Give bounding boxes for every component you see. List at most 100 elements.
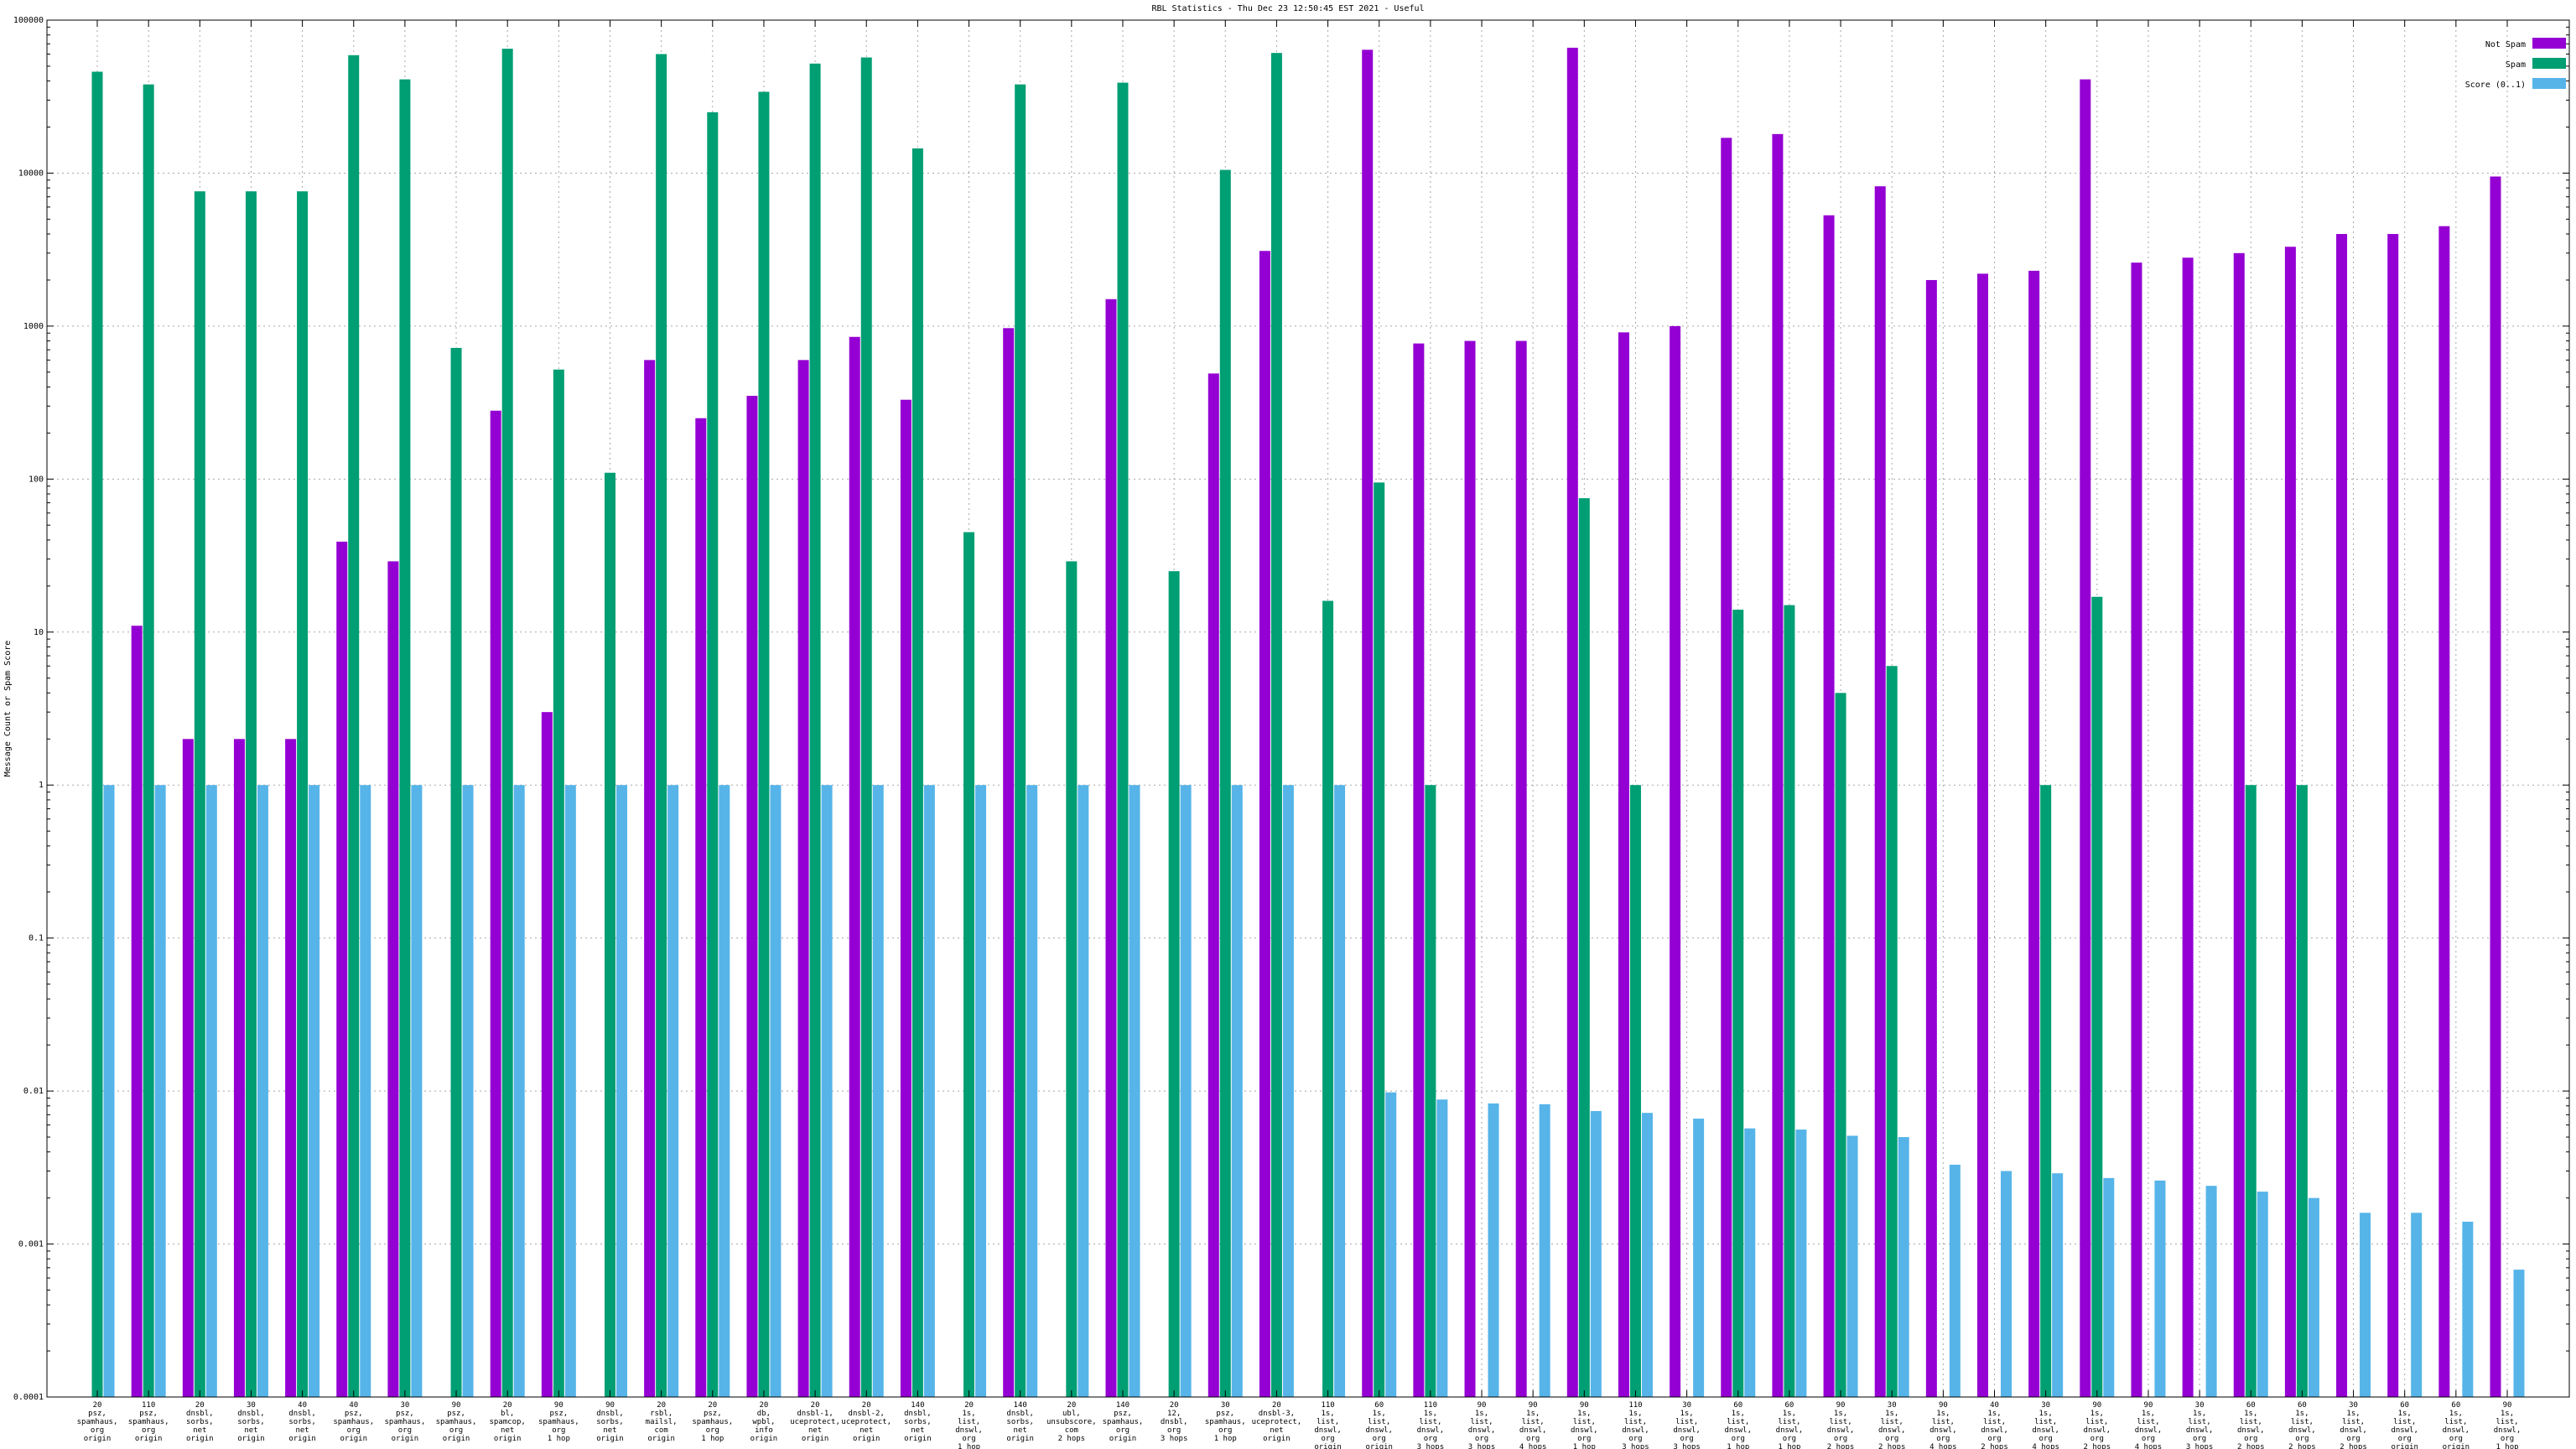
bar-spam [1015,84,1026,1398]
bar-not-spam [849,336,860,1398]
x-tick-label: 90 1s, list, dnswl, org 3 hops [1468,1401,1496,1449]
x-tick-label-line: list, [2085,1418,2108,1426]
bar-score-0-1 [2103,1177,2115,1397]
bar-not-spam [1105,299,1117,1398]
x-tick-label-line: 90 [1529,1401,1538,1410]
bar-spam [1066,561,1078,1397]
bar-score-0-1 [1898,1137,1909,1397]
y-tick-label: 10 [34,628,44,637]
bar-not-spam [182,739,194,1397]
bar-score-0-1 [719,785,730,1397]
x-tick-label-line: 1s, [1732,1410,1745,1418]
x-tick-label: 90 1s, list, dnswl, org 2 hops [2084,1401,2111,1449]
bar-spam [1629,785,1641,1397]
x-tick-label-line: list, [1317,1418,1339,1426]
x-tick-label-line: 1s, [1628,1410,1642,1418]
x-tick-label-line: rsbl, [650,1410,673,1418]
x-tick-label-line: 20 [862,1401,871,1410]
x-tick-label-line: 90 [1836,1401,1846,1410]
x-tick-label-line: list, [1727,1418,1749,1426]
x-tick-label: 30 1s, list, dnswl, org 3 hops [1673,1401,1701,1449]
x-tick-label-line: org [1167,1426,1181,1435]
x-tick-label: 20 psz, spamhaus, org origin [77,1401,118,1443]
bar-not-spam [1464,340,1476,1397]
x-tick-label-line: org [1373,1435,1386,1443]
bar-not-spam [1772,133,1784,1398]
x-tick-label-line: origin [2391,1443,2418,1449]
x-tick-label-line: dnswl, [1827,1426,1855,1435]
bar-score-0-1 [1488,1103,1499,1397]
x-tick-label-line: 1 hop [2496,1443,2518,1449]
x-tick-label-line: 90 [2144,1401,2153,1410]
x-tick-label-line: net [860,1426,873,1435]
x-tick-label-line: org [142,1426,155,1435]
x-tick-label-line: dnswl, [2391,1426,2418,1435]
bar-spam [348,55,360,1398]
x-tick-label-line: org [1783,1435,1796,1443]
bar-spam [143,84,154,1398]
x-tick-label-line: 30 [1221,1401,1230,1410]
x-tick-label-line: dnsbl-1, [797,1410,833,1418]
bar-score-0-1 [411,785,423,1397]
x-tick-label-line: list, [2393,1418,2416,1426]
x-tick-label-line: dnswl, [1776,1426,1804,1435]
x-tick-label-line: org [1680,1435,1693,1443]
bar-not-spam [1259,251,1270,1397]
x-tick-label: 30 dnsbl, sorbs, net origin [237,1401,265,1443]
legend-swatch [2532,58,2566,69]
x-tick-label-line: 1 hop [1778,1443,1800,1449]
bar-not-spam [2182,257,2194,1398]
x-tick-label-line: 1s, [1936,1410,1950,1418]
x-tick-label-line: list, [2291,1418,2314,1426]
bar-not-spam [1413,343,1425,1397]
x-tick-label-line: org [1628,1435,1642,1443]
x-tick-label-line: origin [1365,1443,1393,1449]
x-tick-label-line: origin [853,1435,880,1443]
y-tick-label: 100 [29,475,44,484]
legend-swatch [2532,38,2566,49]
y-tick-label: 0.1 [29,934,44,943]
x-tick-label-line: 1s, [2193,1410,2206,1418]
x-tick-label: 90 dnsbl, sorbs, net origin [596,1401,624,1443]
bar-not-spam [746,396,758,1397]
bar-not-spam [131,626,143,1397]
x-tick-label-line: list, [1368,1418,1390,1426]
x-tick-label-line: list, [1573,1418,1596,1426]
x-tick-label-line: 140 [1116,1401,1130,1410]
bar-spam [553,369,564,1397]
x-tick-label-line: org [1577,1435,1591,1443]
bar-not-spam [387,561,399,1397]
x-tick-label-line: 4 hops [1929,1443,1957,1449]
x-tick-label-line: origin [904,1435,932,1443]
x-tick-label-line: 3 hops [1161,1435,1188,1443]
x-tick-label: 20 bl, spamcop, net origin [490,1401,526,1443]
x-tick-label-line: list, [1830,1418,1852,1426]
x-tick-label-line: 60 [2298,1401,2307,1410]
x-tick-label-line: 1s, [2346,1410,2360,1418]
x-tick-label-line: 1s, [1321,1410,1334,1418]
bar-score-0-1 [309,785,320,1397]
x-tick-label-line: wpbl, [752,1418,775,1426]
bar-spam [1886,666,1898,1397]
x-tick-label-line: spamhaus, [1205,1418,1246,1426]
x-tick-label-line: mailsl, [646,1418,678,1426]
legend-swatch [2532,78,2566,89]
x-tick-label: 60 1s, list, dnswl, org 1 hop [1725,1401,1753,1449]
x-tick-label-line: dnswl, [2288,1426,2316,1435]
x-tick-label-line: uceprotect, [1252,1418,1302,1426]
bar-not-spam [285,739,297,1397]
x-tick-label-line: origin [340,1435,367,1443]
x-tick-label-line: dnswl, [2443,1426,2470,1435]
bar-not-spam [1977,273,1989,1397]
x-tick-label-line: dnswl, [2135,1426,2163,1435]
bar-not-spam [1566,47,1578,1397]
x-tick-label-line: spamhaus, [333,1418,374,1426]
x-tick-label-line: 1s, [2295,1410,2309,1418]
x-tick-label-line: 1s, [2090,1410,2104,1418]
bar-not-spam [797,360,809,1397]
bar-not-spam [2387,234,2399,1397]
bar-not-spam [1925,279,1937,1397]
x-tick-label-line: list, [2240,1418,2262,1426]
x-tick-label-line: 30 [247,1401,256,1410]
